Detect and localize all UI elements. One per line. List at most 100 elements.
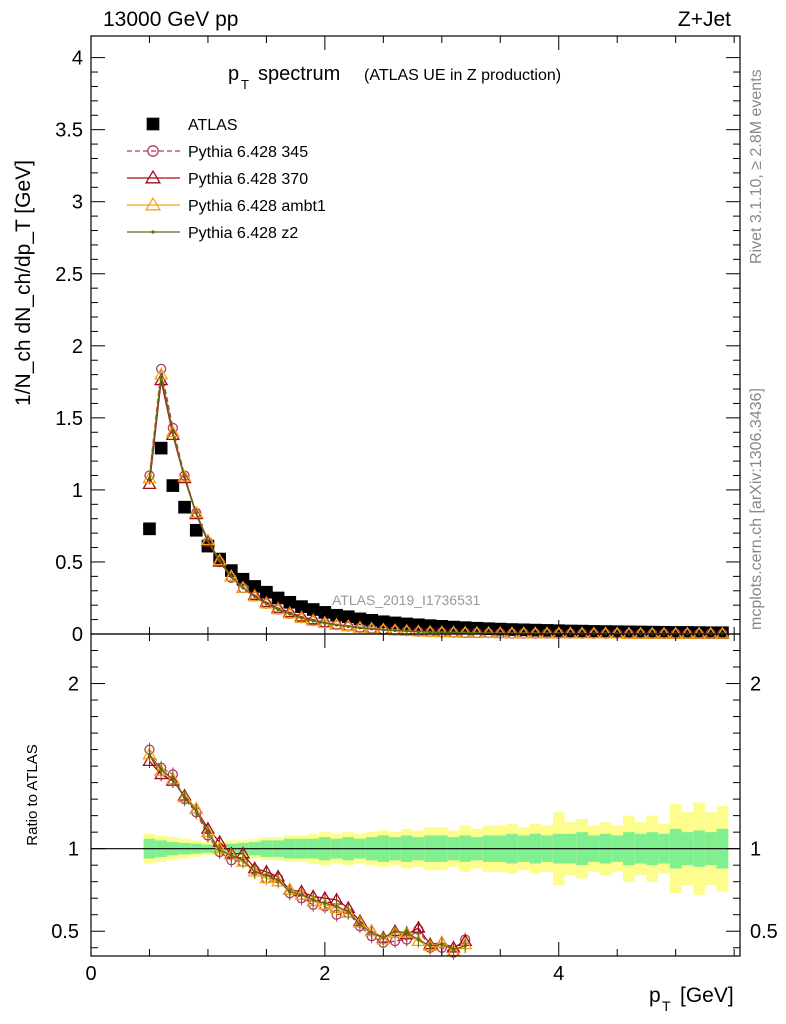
data-point [399,623,414,636]
data-point [206,538,210,542]
ratio-point [264,873,269,877]
data-point [715,626,730,639]
data-point [645,626,660,639]
data-point [388,616,402,630]
title-p: p [228,63,239,85]
data-point [622,625,636,639]
ratio-point [253,870,257,874]
data-point [370,627,374,631]
ratio-ytick-label-left: 1 [68,839,79,861]
main-ytick-label: 3 [72,192,83,214]
header-right: Z+Jet [678,8,731,31]
ratio-series [142,742,473,960]
mcplots-label: mcplots.cern.ch [arXiv:1306.3436] [748,388,765,630]
data-point [416,630,421,634]
data-point [229,574,233,578]
data-point [381,628,385,632]
ratio-point [276,878,280,882]
data-point [165,424,180,438]
data-point [224,569,239,582]
ratio-ytick-label-right: 2 [750,674,761,696]
rivet-text: Rivet 3.1.10, ≥ 2.8M events [748,69,765,264]
data-point [458,625,473,638]
data-point [194,511,198,515]
data-point [264,602,269,606]
data-point [377,615,390,629]
data-point [295,600,308,613]
main-ytick-label: 2.5 [55,264,83,286]
main-ylabel-text: 1/N_ch dN_ch/dp_T [GeV] [12,160,35,406]
ratio-ytick-label-right: 0.5 [750,921,778,943]
data-point [154,373,169,386]
legend-marker [146,117,160,131]
ratio-panel: 0.5 0.5 1 1 2 2 0 2 4 Ratio to ATLAS p T [GeV] [24,633,778,1014]
data-point [411,624,426,637]
ratio-point [299,893,304,897]
data-point [248,580,262,593]
data-point [166,479,180,492]
series-atlas [143,441,729,640]
data-point [218,558,222,563]
data-point [294,609,309,622]
data-point [358,626,362,630]
main-ylabel: 1/N_ch dN_ch/dp_T [GeV] [12,160,35,406]
ratio-point [229,853,233,857]
data-point [621,626,637,639]
data-point [563,626,578,639]
ratio-ylabel-text: Ratio to ATLAS [24,744,41,845]
main-ytick-label: 1.5 [55,408,83,430]
main-ytick-label: 0 [72,624,83,646]
legend-marker [144,196,162,211]
data-point [341,610,355,624]
data-point [574,626,590,639]
data-point [288,612,292,616]
ratio-point [147,752,152,757]
data-point [147,476,152,480]
data-point [282,605,297,618]
data-point [645,625,659,639]
data-point [365,613,378,627]
main-ytick-label: 0.5 [55,552,83,574]
ratio-point [370,931,374,935]
data-point [276,607,280,612]
legend: ATLAS Pythia 6.428 345 Pythia 6.428 370 Pyt… [127,117,326,242]
data-point [353,612,367,626]
ratio-point [288,890,292,894]
data-point [200,534,216,547]
ratio-point [451,947,456,951]
data-point [178,500,191,514]
data-point [633,626,648,639]
data-point [586,626,601,639]
ratio-point [405,931,409,935]
data-point [200,533,216,546]
ratio-point [142,753,157,766]
ratio-point [206,830,210,834]
data-point [422,624,438,637]
data-point [481,625,496,638]
x-tick-label: 4 [553,963,564,985]
data-point [440,630,444,635]
data-point [469,625,485,638]
data-point [165,427,180,440]
analysis-id: ATLAS_2019_I1736531 [332,592,481,608]
data-point [212,553,227,566]
legend-marker [144,169,162,184]
data-point [253,594,257,599]
data-point [236,572,250,586]
data-point [177,471,192,484]
data-point [189,507,204,520]
title-note: (ATLAS UE in Z production) [364,67,561,84]
data-point [189,523,203,537]
ratio-point [241,858,245,862]
data-point [405,629,409,633]
header-left: 13000 GeV pp [103,8,238,31]
xlabel-p: p [649,984,661,1007]
data-point [703,626,718,639]
ratio-point [358,923,362,927]
ratio-point [218,848,222,852]
ratio-point [311,898,315,902]
ratio-point [346,909,350,914]
ratio-point [393,929,397,933]
ratio-ytick-label-right: 1 [750,839,761,861]
